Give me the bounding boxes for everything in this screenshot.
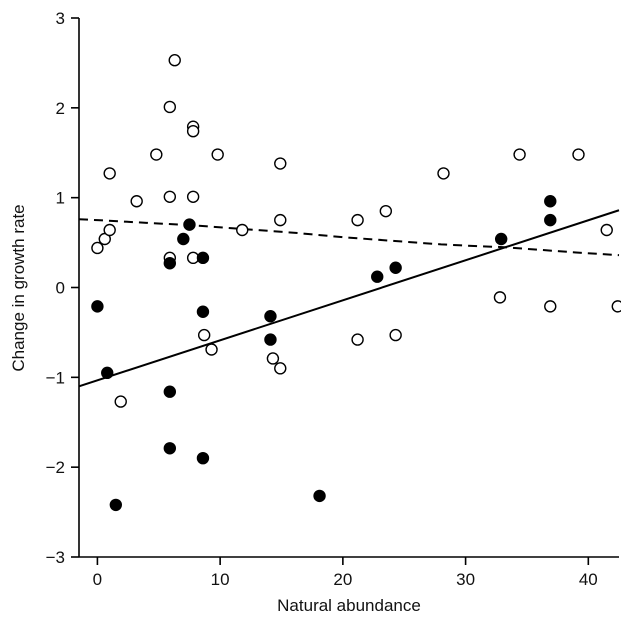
filled-point [163, 385, 177, 398]
y-tick-label: 2 [56, 99, 65, 118]
open-point [572, 148, 585, 161]
solid-trend-line [78, 209, 620, 388]
x-tick-label: 10 [211, 570, 230, 589]
open-point [266, 352, 280, 365]
ticks: 0 10 20 30 40 −3 −2 −1 0 1 2 3 [46, 9, 598, 589]
axes [78, 18, 619, 558]
open-point [186, 190, 200, 203]
open-point [236, 223, 249, 237]
open-point [197, 328, 211, 342]
y-tick-label: −2 [46, 458, 65, 477]
data-points [91, 54, 621, 512]
open-point [274, 213, 287, 227]
filled-point [101, 366, 114, 380]
filled-point [371, 270, 384, 283]
x-tick-label: 20 [333, 570, 352, 589]
open-point [205, 343, 218, 356]
filled-point [313, 489, 326, 503]
filled-point [544, 213, 557, 227]
open-point [600, 223, 613, 237]
open-point [544, 300, 557, 313]
filled-point [196, 305, 210, 318]
open-point [437, 167, 450, 180]
open-point [274, 362, 287, 375]
open-point [150, 148, 163, 161]
filled-point [264, 310, 277, 323]
open-point [379, 204, 393, 218]
filled-point [183, 218, 196, 231]
x-axis-title: Natural abundance [277, 596, 421, 615]
open-point [211, 148, 224, 161]
open-point [611, 300, 621, 313]
y-tick-label: 1 [56, 189, 65, 208]
open-point [103, 167, 116, 180]
filled-point [177, 232, 190, 246]
dashed-trend-line [78, 218, 620, 257]
y-axis-title: Change in growth rate [9, 204, 28, 371]
filled-point [109, 498, 123, 512]
y-tick-label: −1 [46, 368, 65, 387]
open-point [513, 148, 526, 161]
filled-point [389, 261, 402, 274]
open-point [114, 395, 127, 408]
x-tick-label: 30 [456, 570, 475, 589]
open-point [389, 328, 402, 342]
x-tick-label: 40 [579, 570, 598, 589]
open-point [130, 195, 143, 208]
open-point [103, 223, 116, 237]
filled-point [196, 251, 210, 265]
filled-point [163, 442, 177, 455]
filled-point [544, 195, 557, 208]
open-point [493, 291, 507, 304]
open-point [351, 213, 364, 227]
filled-point [264, 333, 277, 346]
y-tick-label: −3 [46, 548, 65, 567]
open-point [163, 100, 177, 114]
trend-lines [78, 209, 620, 388]
open-point [274, 157, 287, 170]
open-point [91, 241, 104, 255]
x-tick-label: 0 [93, 570, 102, 589]
open-point [163, 190, 177, 203]
y-tick-label: 0 [56, 279, 65, 298]
y-tick-label: 3 [56, 9, 65, 28]
open-point [168, 54, 181, 67]
filled-point [494, 232, 508, 246]
filled-point [163, 257, 177, 270]
filled-point [196, 451, 210, 465]
open-point [351, 333, 364, 346]
filled-point [91, 300, 104, 313]
open-point [186, 124, 200, 138]
